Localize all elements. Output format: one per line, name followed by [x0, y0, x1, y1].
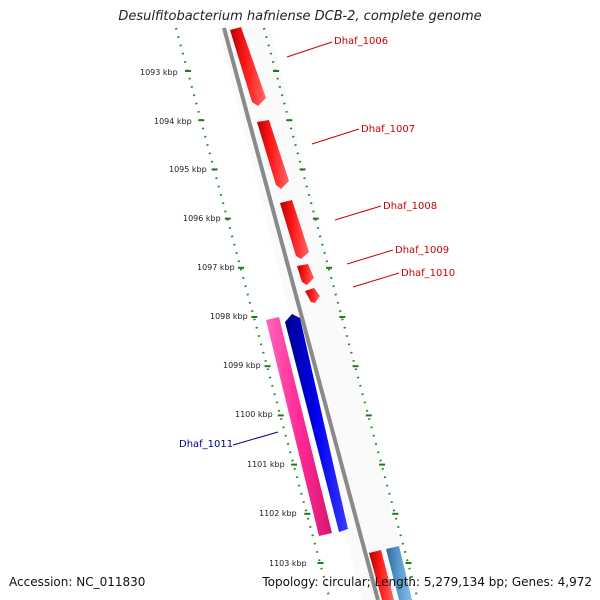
gene-labels: Dhaf_1006 Dhaf_1007 Dhaf_1008 Dhaf_1009 … [179, 36, 455, 450]
ruler-labels: 1093 kbp 1094 kbp 1095 kbp 1096 kbp 1097… [140, 68, 307, 568]
gene-label-dhaf-1010[interactable]: Dhaf_1010 [401, 268, 455, 279]
gene-arrow-dhaf-1007[interactable] [257, 120, 289, 189]
kbp-label: 1099 kbp [223, 361, 261, 370]
gene-label-dhaf-1008[interactable]: Dhaf_1008 [383, 201, 437, 212]
genome-backbone [222, 27, 380, 600]
kbp-label: 1093 kbp [140, 68, 178, 77]
kbp-label: 1103 kbp [269, 559, 307, 568]
gene-label-dhaf-1006[interactable]: Dhaf_1006 [334, 36, 388, 47]
gene-arrow-dhaf-1006[interactable] [230, 27, 266, 106]
ruler-tick-marks [185, 70, 412, 564]
gene-arrow-dhaf-1010[interactable] [305, 288, 320, 303]
kbp-label: 1095 kbp [169, 165, 207, 174]
gene-arrow-dhaf-1008[interactable] [280, 200, 309, 259]
genome-title: Desulfitobacterium hafniense DCB-2, comp… [118, 9, 482, 24]
gene-label-leaders [232, 41, 400, 446]
kbp-label: 1097 kbp [197, 263, 235, 272]
feature-steelblue-bar[interactable] [386, 546, 412, 600]
leader-dhaf-1006 [286, 41, 333, 58]
genome-summary: Topology: circular; Length: 5,279,134 bp… [262, 575, 592, 589]
leader-dhaf-1009 [346, 249, 394, 265]
leader-dhaf-1007 [311, 128, 360, 145]
leader-dhaf-1010 [352, 272, 400, 288]
feature-pink-bar[interactable] [266, 317, 332, 536]
kbp-label: 1100 kbp [235, 410, 273, 419]
gene-arrow-dhaf-1009[interactable] [297, 264, 314, 285]
leader-dhaf-1008 [334, 205, 382, 221]
kbp-label: 1102 kbp [259, 509, 297, 518]
feature-track [218, 28, 414, 600]
gene-arrow-dhaf-1011[interactable] [285, 314, 348, 532]
kbp-label: 1101 kbp [247, 460, 285, 469]
kbp-label: 1098 kbp [210, 312, 248, 321]
kbp-label: 1094 kbp [154, 117, 192, 126]
gene-label-dhaf-1011[interactable]: Dhaf_1011 [179, 439, 233, 450]
accession-label: Accession: NC_011830 [9, 575, 146, 589]
kbp-label: 1096 kbp [183, 214, 221, 223]
leader-dhaf-1011 [232, 431, 279, 446]
gene-label-dhaf-1007[interactable]: Dhaf_1007 [361, 124, 415, 135]
gene-arrow-next-red[interactable] [369, 550, 394, 600]
gene-label-dhaf-1009[interactable]: Dhaf_1009 [395, 245, 449, 256]
